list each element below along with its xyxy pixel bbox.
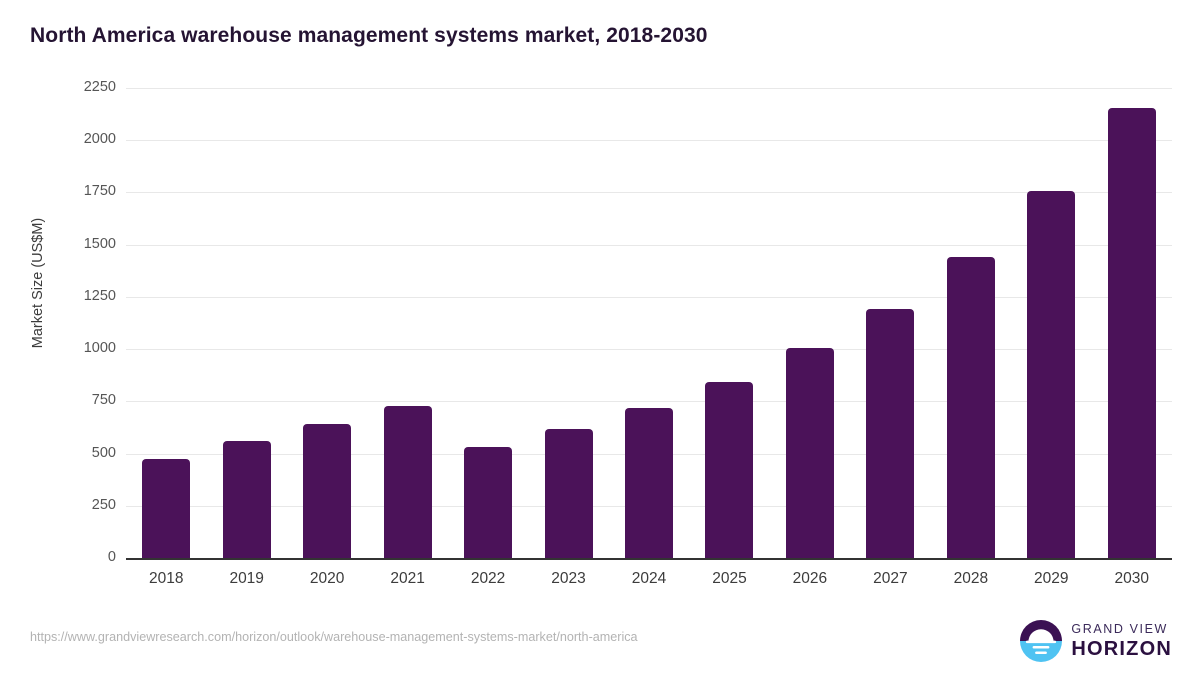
y-axis-tick-label: 1000 bbox=[83, 340, 116, 357]
x-axis-tick-label: 2018 bbox=[148, 570, 184, 587]
bar[interactable] bbox=[866, 309, 915, 558]
x-axis-tick-label: 2023 bbox=[551, 570, 586, 587]
x-axis-tick-label: 2026 bbox=[792, 570, 828, 587]
y-axis-tick-label: 1500 bbox=[83, 235, 116, 252]
y-axis-tick-label: 2250 bbox=[83, 79, 116, 95]
bar[interactable] bbox=[303, 424, 352, 558]
y-axis-tick-label: 1250 bbox=[83, 287, 116, 304]
x-axis-tick-label: 2030 bbox=[1114, 570, 1150, 587]
x-axis-tick-label: 2028 bbox=[953, 570, 989, 587]
bar[interactable] bbox=[383, 405, 432, 558]
bar[interactable] bbox=[1107, 107, 1156, 558]
gridline bbox=[126, 401, 1172, 403]
y-axis-tick-label: 500 bbox=[91, 444, 116, 461]
x-axis-tick-label: 2025 bbox=[712, 570, 747, 587]
bar[interactable] bbox=[142, 458, 191, 558]
bar[interactable] bbox=[464, 447, 513, 558]
bar[interactable] bbox=[1027, 191, 1076, 558]
y-axis-tick-label: 250 bbox=[91, 496, 116, 513]
plot-area: 0 250 500 750 1000 1250 1500 1750 2000 2250 2018 2… bbox=[84, 79, 1172, 587]
gridline bbox=[126, 244, 1172, 246]
gridline bbox=[126, 140, 1172, 142]
y-axis-tick-label: 0 bbox=[107, 549, 116, 565]
x-axis-tick-label: 2022 bbox=[470, 570, 506, 587]
logo-text: GRAND VIEW HORIZON bbox=[1071, 623, 1172, 659]
gridline bbox=[126, 296, 1172, 298]
source-url[interactable]: https://www.grandviewresearch.com/horizo… bbox=[30, 630, 638, 644]
brand-logo[interactable]: GRAND VIEW HORIZON bbox=[1020, 618, 1172, 664]
x-axis-tick-label: 2027 bbox=[873, 570, 908, 587]
bar[interactable] bbox=[785, 347, 834, 558]
y-axis-tick-label: 750 bbox=[91, 392, 116, 409]
axis-baseline bbox=[126, 558, 1172, 560]
x-axis-tick-label: 2021 bbox=[390, 570, 425, 587]
bar[interactable] bbox=[544, 429, 593, 558]
x-axis-tick-label: 2019 bbox=[229, 570, 264, 587]
x-axis-tick-label: 2020 bbox=[309, 570, 345, 587]
gridline bbox=[126, 192, 1172, 194]
bar[interactable] bbox=[625, 408, 673, 558]
y-axis-tick-label: 2000 bbox=[83, 131, 116, 148]
logo-bottom-text: HORIZON bbox=[1071, 637, 1172, 660]
gridline bbox=[126, 349, 1172, 351]
page-title: North America warehouse management syste… bbox=[30, 24, 708, 47]
bar[interactable] bbox=[705, 381, 754, 558]
y-axis-title: Market Size (US$M) bbox=[30, 217, 46, 349]
logo-top-text: GRAND VIEW bbox=[1071, 622, 1168, 637]
gridline bbox=[126, 88, 1172, 89]
x-axis-tick-label: 2029 bbox=[1034, 570, 1069, 587]
x-axis-tick-label: 2024 bbox=[631, 570, 667, 587]
bar[interactable] bbox=[946, 257, 995, 558]
y-axis-tick-label: 1750 bbox=[83, 183, 116, 200]
bar[interactable] bbox=[222, 440, 271, 558]
grand-view-horizon-sun-icon bbox=[1020, 620, 1063, 662]
